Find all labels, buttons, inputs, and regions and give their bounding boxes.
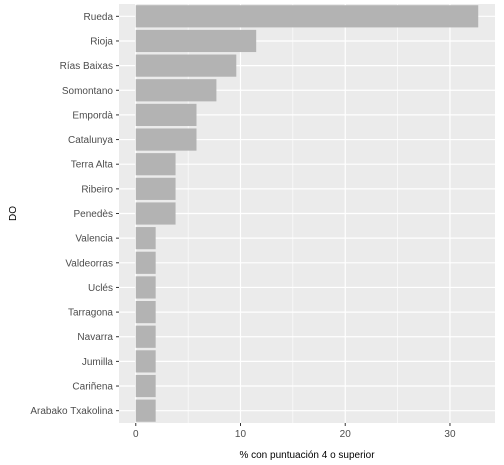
y-tick-label: Rías Baixas [60, 61, 113, 72]
bar [135, 350, 156, 373]
bar [135, 153, 176, 176]
x-tick-label: 30 [444, 429, 456, 440]
y-tick-label: Valencia [75, 234, 113, 245]
bar [135, 325, 156, 348]
y-tick-label: Tarragona [68, 308, 113, 319]
y-tick-label: Terra Alta [71, 160, 114, 171]
y-tick-label: Somontano [62, 86, 114, 97]
bar [135, 177, 176, 200]
y-tick-label: Uclés [88, 283, 113, 294]
y-axis-title: DO [8, 206, 19, 221]
x-axis-ticks: 0 10 20 30 [133, 423, 456, 440]
bars [135, 5, 479, 422]
x-tick-label: 20 [340, 429, 352, 440]
y-tick-label: Empordà [72, 110, 113, 121]
bar [135, 374, 156, 398]
bar [135, 103, 197, 127]
y-tick-label: Arabako Txakolina [30, 406, 113, 417]
bar [135, 276, 156, 299]
bar [135, 300, 156, 324]
x-tick-label: 0 [133, 429, 139, 440]
bar [135, 5, 479, 28]
bar [135, 227, 156, 250]
bar [135, 399, 156, 422]
y-tick-label: Navarra [77, 332, 113, 343]
bar [135, 251, 156, 274]
x-tick-label: 10 [235, 429, 247, 440]
y-tick-label: Rueda [84, 12, 114, 23]
y-tick-label: Jumilla [82, 357, 114, 368]
y-axis-ticks: Rueda Rioja Rías Baixas Somontano Empordà Cat… [30, 12, 119, 417]
bar [135, 202, 176, 225]
y-tick-label: Penedès [74, 209, 113, 220]
y-tick-label: Rioja [90, 36, 113, 47]
bar [135, 128, 197, 151]
y-tick-label: Cariñena [72, 382, 113, 393]
bar [135, 29, 257, 53]
bar [135, 54, 237, 77]
x-axis-title: % con puntuación 4 o superior [239, 450, 375, 461]
bar [135, 79, 217, 102]
y-tick-label: Ribeiro [81, 184, 113, 195]
y-tick-label: Catalunya [68, 135, 113, 146]
y-tick-label: Valdeorras [65, 258, 113, 269]
